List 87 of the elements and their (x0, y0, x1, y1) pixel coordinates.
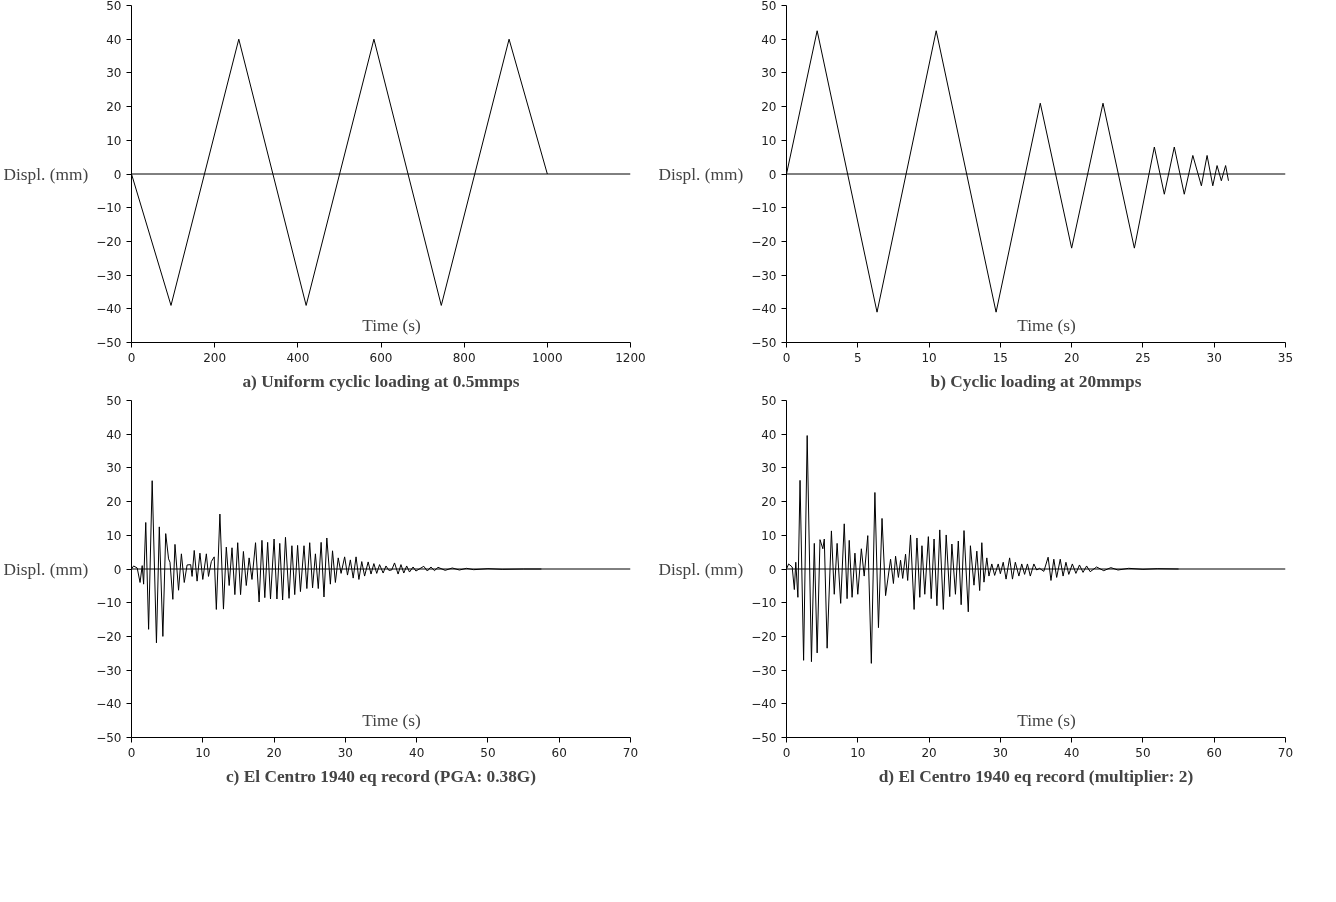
x-tick-label: 400 (286, 350, 310, 365)
y-tick-label: 40 (761, 32, 777, 47)
x-tick-label: 1000 (532, 350, 563, 365)
y-axis-title: Displ. (mm) (3, 164, 89, 184)
x-tick-label: 70 (1277, 745, 1294, 760)
y-tick-label: 10 (106, 133, 122, 148)
x-tick-label: 30 (337, 745, 353, 760)
x-tick-label: 200 (203, 350, 227, 365)
x-tick-label: 50 (480, 745, 496, 760)
x-tick-label: 60 (551, 745, 567, 760)
x-tick-label: 5 (853, 350, 862, 365)
y-tick-label: 50 (106, 394, 122, 408)
y-tick-label: −30 (96, 663, 122, 678)
x-tick-label: 1200 (615, 350, 646, 365)
y-tick-label: 20 (761, 495, 777, 510)
y-tick-label: −10 (751, 596, 777, 611)
y-tick-label: 10 (761, 528, 777, 543)
y-tick-label: 50 (761, 0, 777, 13)
y-tick-label: −10 (96, 596, 122, 611)
x-tick-label: 40 (1064, 745, 1080, 760)
x-axis-title: Time (s) (1017, 710, 1077, 730)
y-tick-label: 0 (113, 562, 122, 577)
y-tick-label: 0 (113, 167, 122, 182)
x-tick-label: 20 (266, 745, 282, 760)
text: d) El Centro 1940 eq record (multiplier: 2) (878, 766, 1194, 786)
text: b) Cyclic loading at 20mmps (930, 371, 1142, 391)
y-tick-label: −40 (751, 697, 777, 712)
y-tick-label: 40 (761, 427, 777, 442)
x-tick-label: 10 (921, 350, 937, 365)
y-tick-label: −20 (751, 629, 777, 644)
y-tick-label: 10 (106, 528, 122, 543)
y-tick-label: −10 (751, 201, 777, 216)
y-tick-label: −50 (96, 731, 122, 745)
x-tick-label: 0 (127, 350, 136, 365)
y-tick-label: 30 (106, 461, 122, 476)
y-tick-label: −40 (96, 302, 122, 317)
y-tick-label: −20 (751, 234, 777, 249)
y-tick-label: 30 (761, 66, 777, 81)
x-tick-label: 25 (1135, 350, 1151, 365)
y-tick-label: 50 (761, 394, 777, 408)
x-axis-title: Time (s) (362, 710, 422, 730)
text: a) Uniform cyclic loading at 0.5mmps (242, 371, 520, 391)
y-tick-label: −10 (96, 201, 122, 216)
x-tick-label: 35 (1277, 350, 1294, 365)
x-tick-label: 10 (850, 745, 866, 760)
y-tick-label: −20 (96, 629, 122, 644)
y-axis-title: Displ. (mm) (3, 559, 89, 579)
x-axis-title: Time (s) (362, 315, 422, 335)
y-tick-label: 30 (761, 461, 777, 476)
y-tick-label: 20 (761, 100, 777, 115)
x-tick-label: 15 (992, 350, 1008, 365)
x-tick-label: 20 (921, 745, 937, 760)
y-tick-label: −40 (751, 302, 777, 317)
y-tick-label: 0 (768, 167, 777, 182)
y-axis-title: Displ. (mm) (658, 559, 744, 579)
y-tick-label: 40 (106, 32, 122, 47)
y-tick-label: −30 (751, 663, 777, 678)
y-tick-label: 40 (106, 427, 122, 442)
x-tick-label: 600 (369, 350, 393, 365)
y-tick-label: 20 (106, 100, 122, 115)
y-tick-label: −50 (96, 336, 122, 350)
x-tick-label: 40 (409, 745, 425, 760)
y-tick-label: −30 (751, 268, 777, 283)
y-tick-label: −50 (751, 336, 777, 350)
y-tick-label: 0 (768, 562, 777, 577)
x-tick-label: 0 (127, 745, 136, 760)
x-tick-label: 0 (782, 745, 791, 760)
x-tick-label: 70 (622, 745, 639, 760)
x-tick-label: 10 (195, 745, 211, 760)
x-tick-label: 50 (1135, 745, 1151, 760)
x-tick-label: 20 (1064, 350, 1080, 365)
y-tick-label: 30 (106, 66, 122, 81)
y-tick-label: −50 (751, 731, 777, 745)
x-axis-title: Time (s) (1017, 315, 1077, 335)
y-tick-label: 20 (106, 495, 122, 510)
y-tick-label: −20 (96, 234, 122, 249)
y-axis-title: Displ. (mm) (658, 164, 744, 184)
text: c) El Centro 1940 eq record (PGA: 0.38G) (225, 766, 537, 786)
x-tick-label: 0 (782, 350, 791, 365)
x-tick-label: 800 (452, 350, 476, 365)
y-tick-label: 10 (761, 133, 777, 148)
y-tick-label: −40 (96, 697, 122, 712)
x-tick-label: 60 (1206, 745, 1222, 760)
x-tick-label: 30 (1206, 350, 1222, 365)
y-tick-label: 50 (106, 0, 122, 13)
y-tick-label: −30 (96, 268, 122, 283)
x-tick-label: 30 (992, 745, 1008, 760)
